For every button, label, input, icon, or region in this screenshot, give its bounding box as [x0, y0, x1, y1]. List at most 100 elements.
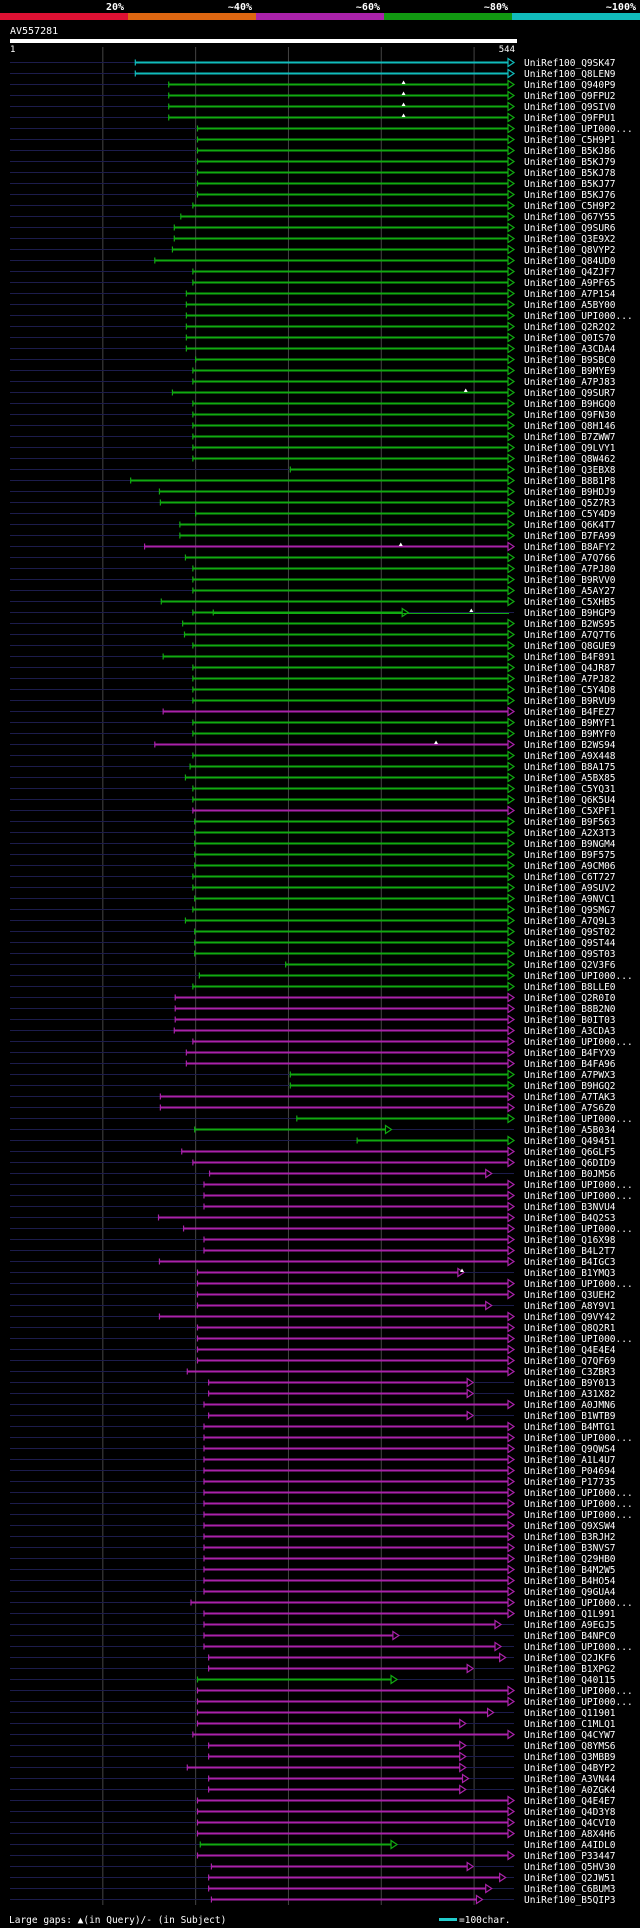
hit-arrowhead — [507, 739, 516, 750]
hit-arrowhead — [507, 387, 516, 398]
hit-label: UniRef100_Q3MBB9 — [524, 1752, 616, 1763]
hit-label: UniRef100_Q40115 — [524, 1675, 616, 1686]
hit-arrowhead — [507, 266, 516, 277]
hit-label: UniRef100_A1L4U7 — [524, 1455, 616, 1466]
hit-arrowhead — [507, 1091, 516, 1102]
hit-arrowhead — [507, 167, 516, 178]
hit-arrowhead — [494, 1619, 503, 1630]
hit-label: UniRef100_B7FA99 — [524, 531, 616, 542]
hit-label: UniRef100_Q4BYP2 — [524, 1763, 616, 1774]
hit-label: UniRef100_B3NVU4 — [524, 1202, 616, 1213]
hit-label: UniRef100_C5XPF1 — [524, 806, 616, 817]
hit-label: UniRef100_Q5HV30 — [524, 1862, 616, 1873]
query-gap-marker — [398, 542, 403, 546]
hit-list: UniRef100_Q9SK47UniRef100_Q8LEN9UniRef10… — [10, 57, 633, 1906]
hit-arrowhead — [507, 585, 516, 596]
hit-label: UniRef100_B7ZWW7 — [524, 432, 616, 443]
hit-label: UniRef100_Q940P9 — [524, 80, 616, 91]
hit-arrowhead — [507, 343, 516, 354]
hit-label: UniRef100_Q5Z7R3 — [524, 498, 616, 509]
hit-label: UniRef100_B8AFY2 — [524, 542, 616, 553]
hit-arrowhead — [507, 1278, 516, 1289]
query-start-label: 1 — [10, 45, 15, 55]
hit-arrowhead — [507, 1586, 516, 1597]
hit-label: UniRef100_Q9SUR7 — [524, 388, 616, 399]
hit-arrowhead — [507, 244, 516, 255]
hit-arrowhead — [507, 937, 516, 948]
hit-label: UniRef100_Q29HB0 — [524, 1554, 616, 1565]
hit-arrowhead — [507, 178, 516, 189]
hit-label: UniRef100_A5AY27 — [524, 586, 616, 597]
hit-arrowhead — [507, 552, 516, 563]
legend-label: ~60% — [356, 2, 380, 13]
hit-arrowhead — [459, 1762, 467, 1773]
hit-arrowhead — [507, 475, 516, 486]
hit-arrowhead — [507, 1817, 516, 1828]
hit-arrowhead — [507, 981, 516, 992]
hit-arrowhead — [507, 684, 516, 695]
query-end-label: 544 — [499, 45, 515, 55]
hit-label: UniRef100_A9X448 — [524, 751, 616, 762]
hit-arrowhead — [507, 1421, 516, 1432]
hit-label: UniRef100_B2WS94 — [524, 740, 616, 751]
hit-label: UniRef100_B9F563 — [524, 817, 616, 828]
hit-arrowhead — [507, 486, 516, 497]
hit-label: UniRef100_P33447 — [524, 1851, 616, 1862]
hit-label: UniRef100_A0JMN6 — [524, 1400, 616, 1411]
hit-label: UniRef100_Q3EBX8 — [524, 465, 616, 476]
hit-arrowhead — [507, 1157, 516, 1168]
hit-label: UniRef100_Q8GUE9 — [524, 641, 616, 652]
hit-arrowhead — [507, 750, 516, 761]
hit-arrowhead — [507, 563, 516, 574]
hit-label: UniRef100_Q2R0I0 — [524, 993, 616, 1004]
hit-arrowhead — [507, 409, 516, 420]
hit-label: UniRef100_UPI000... — [524, 311, 633, 322]
hit-arrowhead — [507, 728, 516, 739]
hit-arrowhead — [507, 640, 516, 651]
hit-arrowhead — [507, 101, 516, 112]
hit-label: UniRef100_Q4CVI0 — [524, 1818, 616, 1829]
legend-swatch — [128, 13, 256, 20]
hit-arrowhead — [507, 849, 516, 860]
hit-label: UniRef100_B9RVV0 — [524, 575, 616, 586]
scale-swatch — [439, 1918, 457, 1921]
hit-label: UniRef100_A9PF65 — [524, 278, 616, 289]
hit-arrowhead — [485, 1883, 493, 1894]
hit-label: UniRef100_B4FA96 — [524, 1059, 616, 1070]
query-gap-marker — [434, 740, 439, 744]
hit-label: UniRef100_A2X3T3 — [524, 828, 616, 839]
hit-arrowhead — [507, 1597, 516, 1608]
hit-arrowhead — [457, 1267, 465, 1278]
hit-label: UniRef100_B2WS95 — [524, 619, 616, 630]
hit-label: UniRef100_Q3E9X2 — [524, 234, 616, 245]
legend-swatch — [384, 13, 512, 20]
hit-arrowhead — [507, 794, 516, 805]
hit-arrowhead — [507, 882, 516, 893]
hit-arrowhead — [507, 1850, 516, 1861]
hit-arrowhead — [507, 442, 516, 453]
hit-label: UniRef100_C5YQ31 — [524, 784, 616, 795]
hit-label: UniRef100_B9Y013 — [524, 1378, 616, 1389]
hit-arrowhead — [507, 970, 516, 981]
hit-arrowhead — [507, 1311, 516, 1322]
hit-label: UniRef100_Q9GUA4 — [524, 1587, 616, 1598]
hit-arrowhead — [466, 1388, 475, 1399]
hit-arrowhead — [507, 123, 516, 134]
hit-label: UniRef100_Q4E4E4 — [524, 1345, 616, 1356]
hit-label: UniRef100_B5KJ86 — [524, 146, 616, 157]
hit-arrowhead — [507, 1344, 516, 1355]
query-gap-marker — [401, 80, 406, 84]
legend-label: ~40% — [228, 2, 252, 13]
hit-label: UniRef100_B9HDJ9 — [524, 487, 616, 498]
hit-label: UniRef100_Q4ZJF7 — [524, 267, 616, 278]
hit-label: UniRef100_Q8YMS6 — [524, 1741, 616, 1752]
hit-label: UniRef100_A7PJ83 — [524, 377, 616, 388]
hit-arrowhead — [507, 1135, 516, 1146]
hit-label: UniRef100_Q11901 — [524, 1708, 616, 1719]
hit-label: UniRef100_Q16X98 — [524, 1235, 616, 1246]
hit-arrowhead — [507, 530, 516, 541]
hit-arrowhead — [499, 1872, 507, 1883]
hit-label: UniRef100_UPI000... — [524, 1279, 633, 1290]
hit-label: UniRef100_A4IDL0 — [524, 1840, 616, 1851]
hit-label: UniRef100_B9NGM4 — [524, 839, 616, 850]
